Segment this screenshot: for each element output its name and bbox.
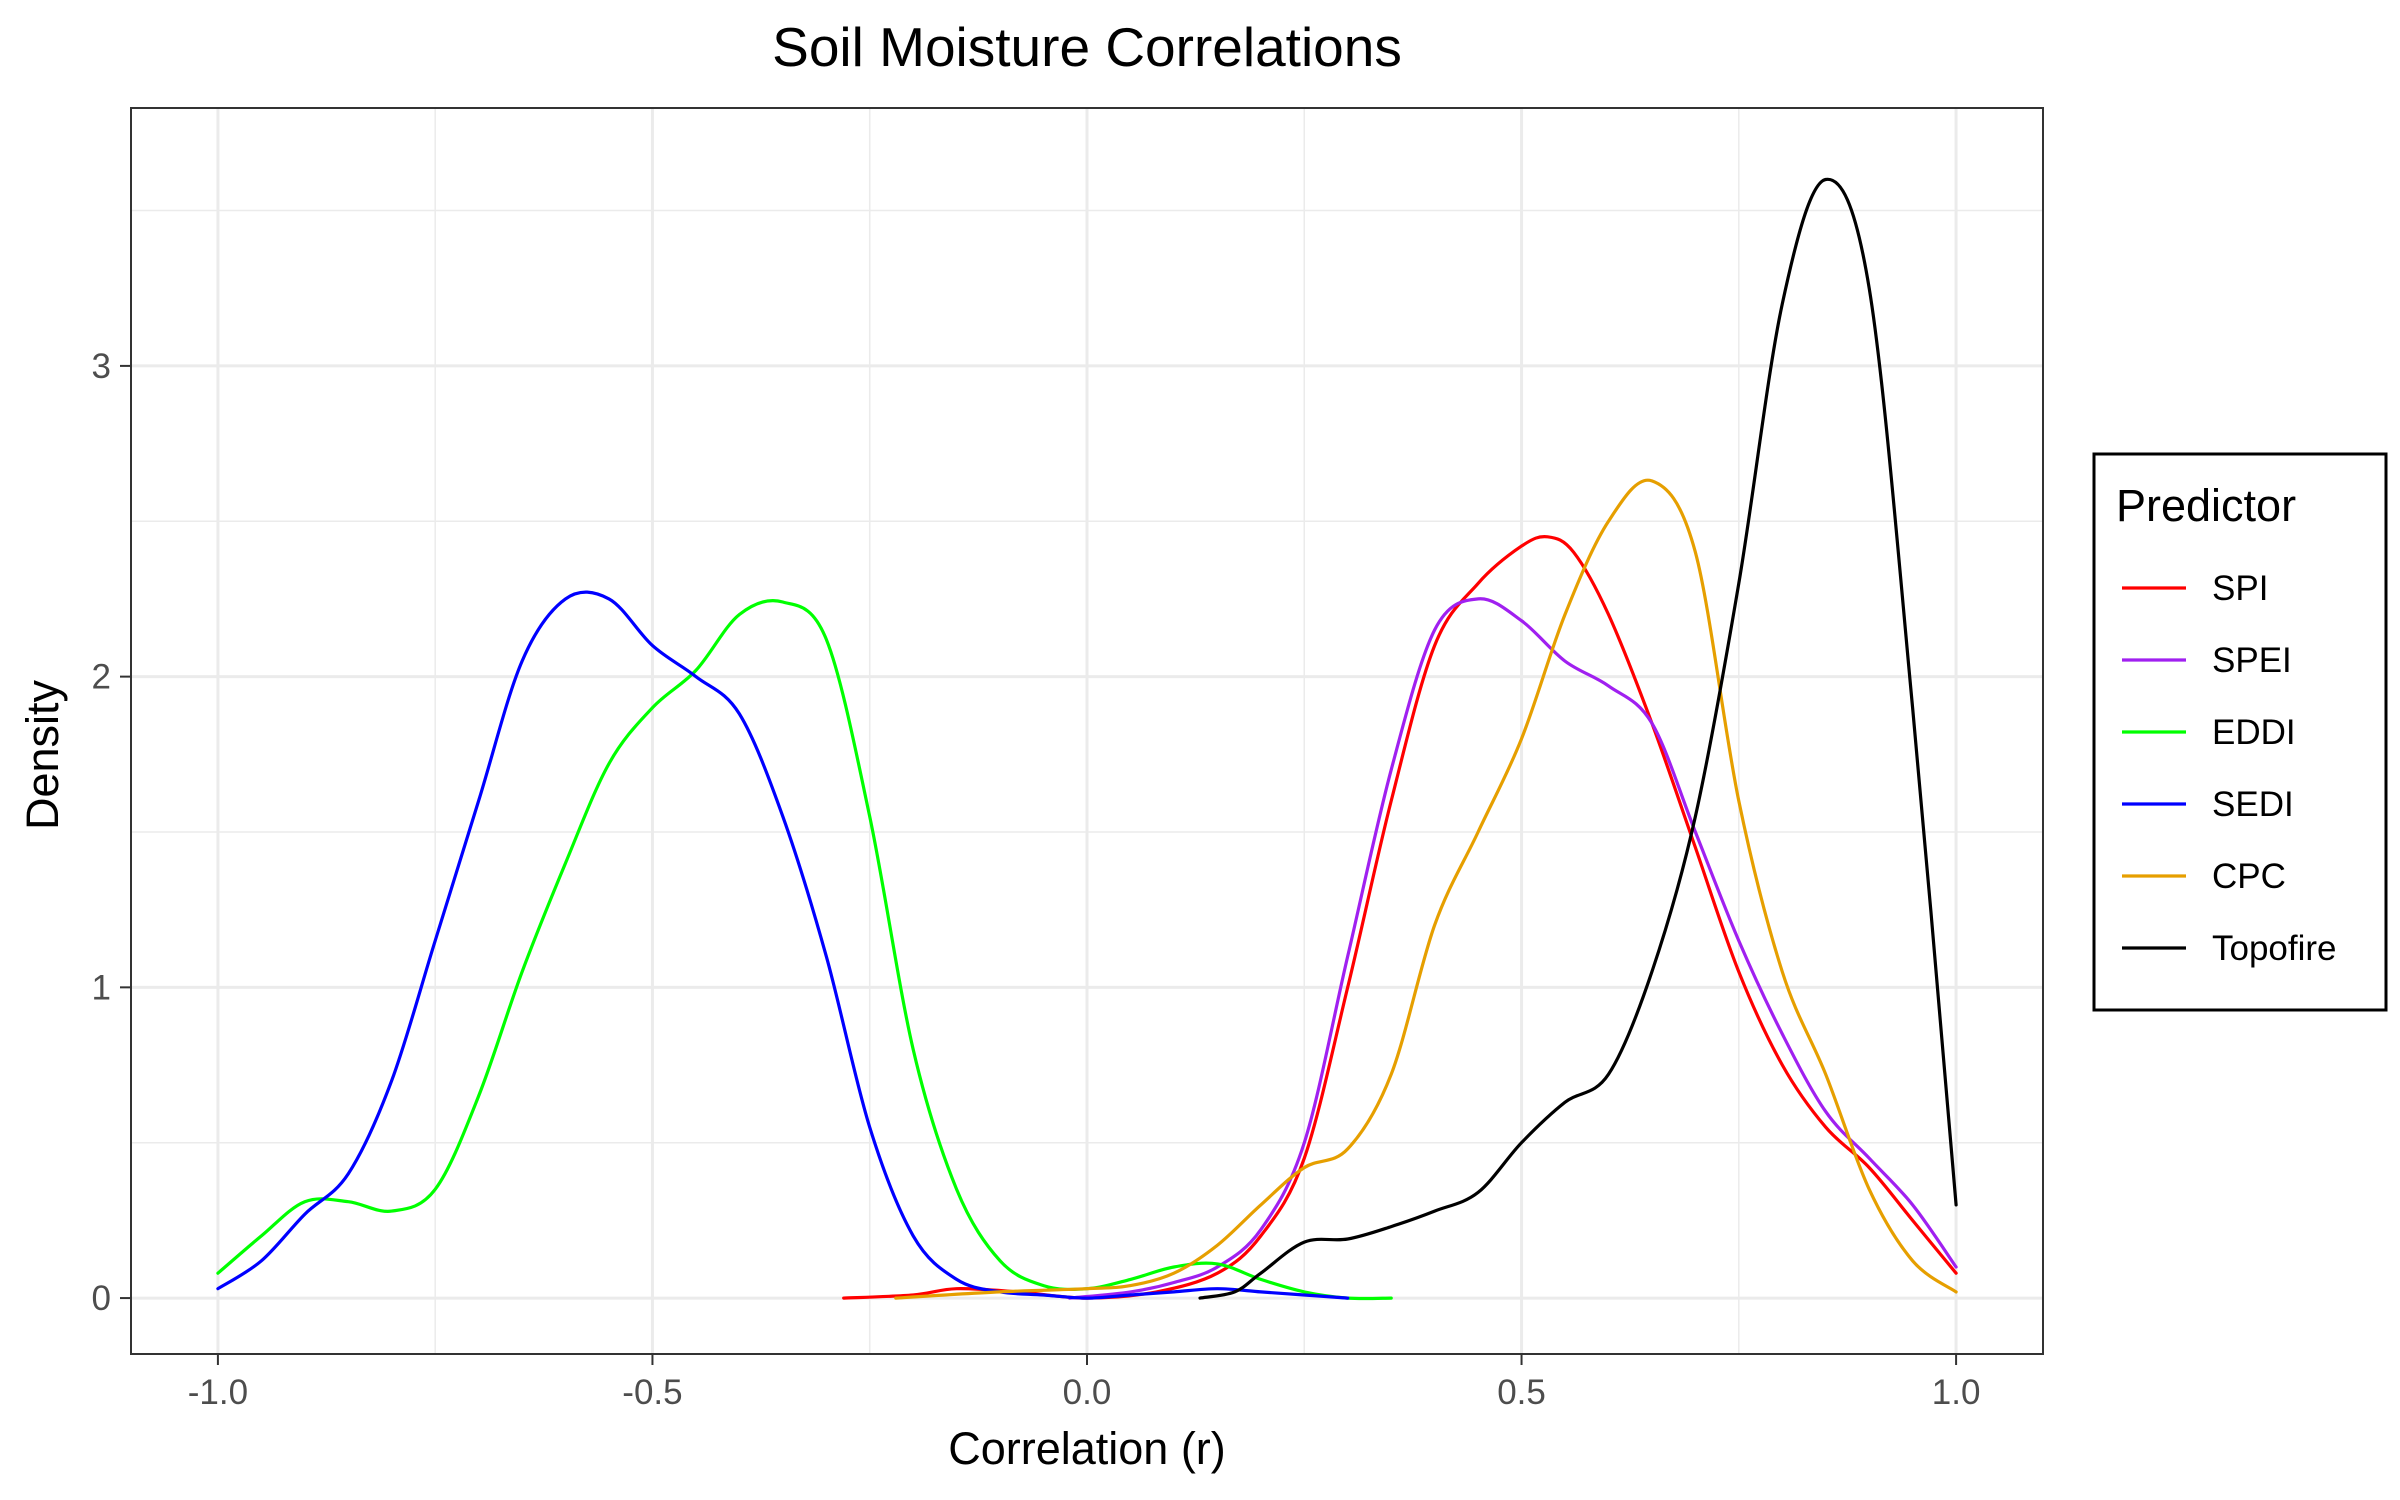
chart-title: Soil Moisture Correlations bbox=[772, 16, 1402, 78]
series-line-spei bbox=[1068, 597, 1958, 1300]
series-line-sedi bbox=[216, 590, 1350, 1300]
legend-title: Predictor bbox=[2116, 480, 2296, 531]
x-tick-label: -1.0 bbox=[188, 1373, 248, 1412]
legend-label-topofire: Topofire bbox=[2212, 929, 2337, 968]
y-tick-label: 2 bbox=[92, 658, 111, 697]
legend-label-spi: SPI bbox=[2212, 569, 2268, 608]
x-tick-label: 0.5 bbox=[1497, 1373, 1546, 1412]
series-line-eddi bbox=[216, 599, 1393, 1301]
legend-label-cpc: CPC bbox=[2212, 857, 2286, 896]
y-tick-label: 1 bbox=[92, 968, 111, 1007]
legend-label-sedi: SEDI bbox=[2212, 785, 2294, 824]
legend-items: SPI SPEI EDDI SEDI CPC Topofire bbox=[2122, 569, 2337, 968]
x-axis-title: Correlation (r) bbox=[948, 1423, 1226, 1474]
series-line-cpc bbox=[894, 478, 1958, 1300]
legend-label-spei: SPEI bbox=[2212, 641, 2292, 680]
series-line-topofire bbox=[1198, 177, 1958, 1300]
y-tick-label: 3 bbox=[92, 347, 111, 386]
x-tick-label: 0.0 bbox=[1063, 1373, 1112, 1412]
y-axis-title: Density bbox=[17, 679, 68, 830]
x-tick-label: -0.5 bbox=[622, 1373, 682, 1412]
plot-area: -1.0 -0.5 0.0 0.5 1.0 0 1 2 3 bbox=[92, 107, 2044, 1412]
y-tick-label: 0 bbox=[92, 1279, 111, 1318]
legend-label-eddi: EDDI bbox=[2212, 713, 2296, 752]
legend: Predictor SPI SPEI EDDI SEDI CPC Topofire bbox=[2092, 452, 2388, 1012]
x-tick-label: 1.0 bbox=[1932, 1373, 1981, 1412]
